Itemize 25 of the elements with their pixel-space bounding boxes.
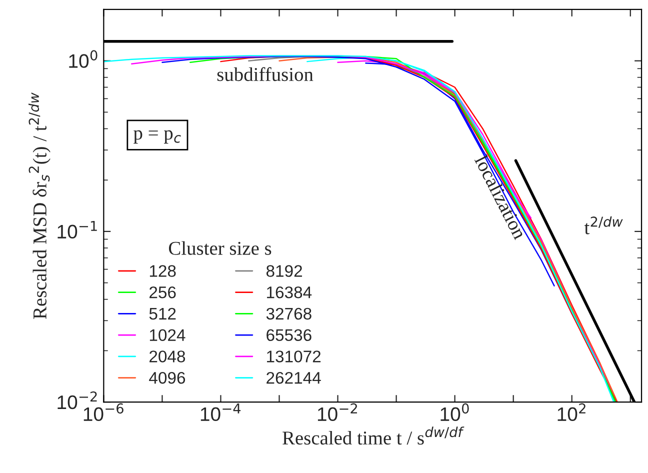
legend-label: 262144	[266, 372, 321, 384]
y-axis-title: Rescaled MSD δr$_{s}$$^{2}$(t) / t$^{2/dw}$	[28, 92, 50, 319]
legend-label: 65536	[266, 329, 312, 342]
x-tick-label: 10$^{−2}$	[318, 403, 357, 422]
x-tick-label: 10$^{0}$	[440, 403, 469, 422]
legend-label: 2048	[150, 350, 186, 362]
legend-label: 4096	[149, 372, 186, 384]
annotation: t$^{2/dw}$	[584, 216, 623, 234]
legend-label: 8192	[266, 265, 302, 277]
legend-label: 32768	[266, 308, 312, 320]
x-tick-label: 10$^{2}$	[558, 403, 586, 422]
y-tick-label: 10$^{−1}$	[58, 220, 97, 239]
y-tick-label: 10$^{0}$	[69, 50, 98, 68]
legend-label: 131072	[267, 350, 321, 362]
legend-title: Cluster size s	[168, 241, 272, 255]
legend-label: 256	[150, 286, 176, 298]
legend-label: 16384	[267, 286, 312, 298]
legend-label: 1024	[150, 329, 186, 342]
x-tick-label: 10$^{−4}$	[200, 404, 241, 422]
legend-label: 128	[150, 265, 176, 277]
x-axis-title: Rescaled time t / s$^{dw/df}$	[282, 426, 464, 445]
x-tick-label: 10$^{−6}$	[84, 403, 124, 422]
annotation: subdiffusion	[217, 67, 314, 82]
annotation: p = p$_{c}$	[134, 130, 181, 144]
legend-label: 512	[149, 308, 176, 320]
